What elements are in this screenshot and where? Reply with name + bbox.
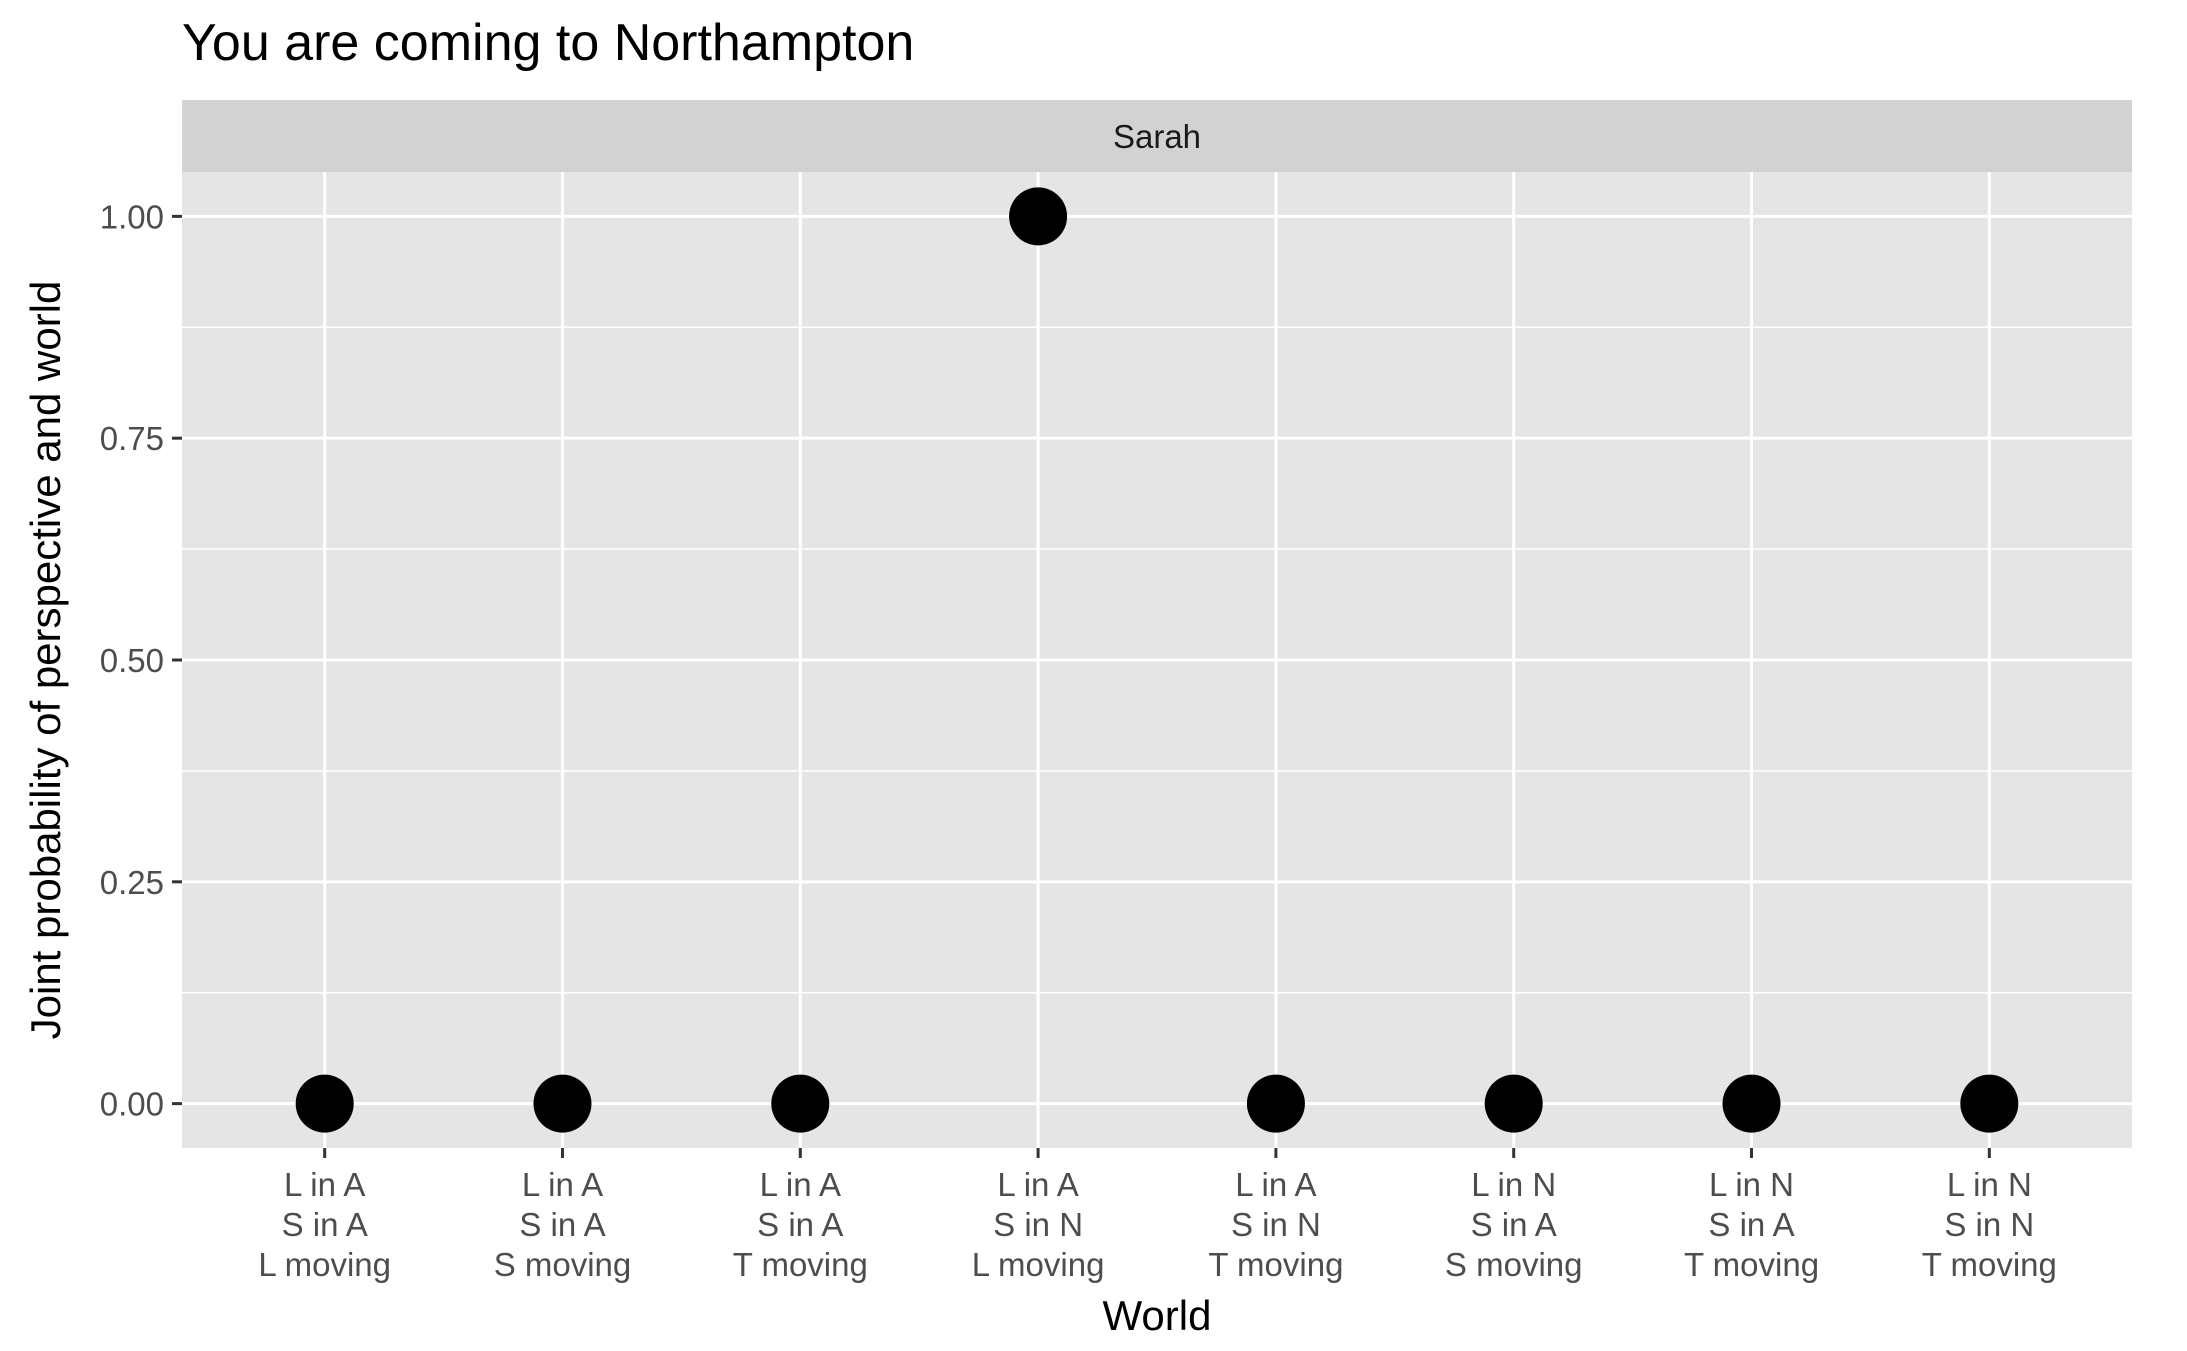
- chart-title: You are coming to Northampton: [182, 14, 914, 72]
- x-tick-label-line: L in N: [1709, 1166, 1794, 1203]
- data-point: [1009, 187, 1068, 246]
- x-tick-label-line: L in A: [522, 1166, 603, 1203]
- x-tick-label-line: L in A: [997, 1166, 1078, 1203]
- x-tick-label-line: S in N: [993, 1206, 1083, 1243]
- facet-strip-label: Sarah: [1113, 118, 1201, 155]
- x-tick-label-line: S in A: [757, 1206, 843, 1243]
- gridlines: [182, 172, 2132, 1148]
- x-tick-label-line: L in A: [284, 1166, 365, 1203]
- x-tick-label-line: L moving: [258, 1246, 391, 1283]
- x-tick-label-line: T moving: [1684, 1246, 1819, 1283]
- data-point: [1960, 1074, 2019, 1133]
- y-tick-label: 1.00: [100, 198, 164, 235]
- x-tick-label-line: L moving: [972, 1246, 1105, 1283]
- y-axis-title: Joint probability of perspective and wor…: [22, 281, 69, 1040]
- x-tick-label-line: L in N: [1947, 1166, 2032, 1203]
- y-tick-label: 0.75: [100, 420, 164, 457]
- data-point: [1246, 1074, 1305, 1133]
- x-tick-label-line: S moving: [494, 1246, 632, 1283]
- x-tick-label-line: T moving: [733, 1246, 868, 1283]
- y-tick-label: 0.50: [100, 642, 164, 679]
- x-axis-title: World: [1103, 1292, 1212, 1339]
- y-tick-label: 0.00: [100, 1086, 164, 1123]
- x-tick-label-line: T moving: [1922, 1246, 2057, 1283]
- data-point: [1484, 1074, 1543, 1133]
- data-point: [1722, 1074, 1781, 1133]
- x-tick-label-line: S in A: [519, 1206, 605, 1243]
- x-tick-label-line: L in A: [760, 1166, 841, 1203]
- data-points: [295, 187, 2019, 1133]
- data-point: [295, 1074, 354, 1133]
- x-tick-label-line: L in N: [1471, 1166, 1556, 1203]
- x-tick-label-line: S moving: [1445, 1246, 1583, 1283]
- y-axis: 0.00 0.25 0.50 0.75 1.00: [100, 198, 182, 1123]
- x-tick-label-line: S in N: [1231, 1206, 1321, 1243]
- x-tick-label-line: T moving: [1208, 1246, 1343, 1283]
- data-point: [533, 1074, 592, 1133]
- data-point: [771, 1074, 830, 1133]
- x-tick-label-line: L in A: [1235, 1166, 1316, 1203]
- x-tick-label-line: S in A: [282, 1206, 368, 1243]
- x-tick-label-line: S in N: [1944, 1206, 2034, 1243]
- y-tick-label: 0.25: [100, 864, 164, 901]
- x-tick-label-line: S in A: [1471, 1206, 1557, 1243]
- facet-strip: [182, 100, 2132, 172]
- x-tick-label-line: S in A: [1708, 1206, 1794, 1243]
